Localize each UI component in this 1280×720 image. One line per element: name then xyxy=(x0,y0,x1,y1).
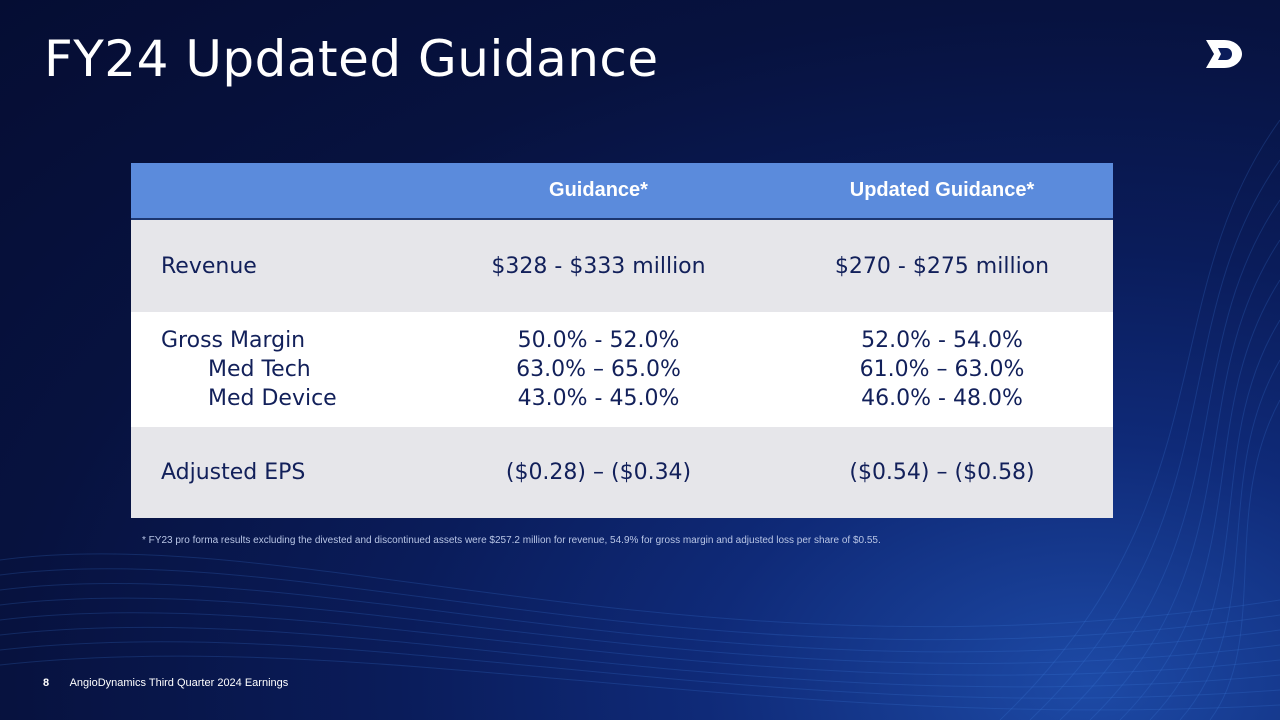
slide-footer: 8 AngioDynamics Third Quarter 2024 Earni… xyxy=(43,677,288,689)
adjusted-eps-label: Adjusted EPS xyxy=(131,427,426,518)
revenue-guidance: $328 - $333 million xyxy=(426,219,771,312)
med-tech-guidance: 63.0% – 65.0% xyxy=(516,357,681,382)
med-device-label: Med Device xyxy=(208,386,337,411)
table-row-gross-margin: Gross Margin Med Tech Med Device 50.0% -… xyxy=(131,312,1113,427)
page-number: 8 xyxy=(43,677,50,689)
gross-margin-guidance-cell: 50.0% - 52.0% 63.0% – 65.0% 43.0% - 45.0… xyxy=(426,312,771,427)
gross-margin-updated-cell: 52.0% - 54.0% 61.0% – 63.0% 46.0% - 48.0… xyxy=(771,312,1113,427)
table-row-adjusted-eps: Adjusted EPS ($0.28) – ($0.34) ($0.54) –… xyxy=(131,427,1113,518)
revenue-updated: $270 - $275 million xyxy=(771,219,1113,312)
header-guidance: Guidance* xyxy=(426,163,771,220)
slide-title: FY24 Updated Guidance xyxy=(44,30,659,88)
med-tech-updated: 61.0% – 63.0% xyxy=(859,357,1025,382)
adjusted-eps-guidance: ($0.28) – ($0.34) xyxy=(426,427,771,518)
angiodynamics-logo-icon xyxy=(1206,40,1242,68)
gross-margin-label: Gross Margin xyxy=(161,328,306,353)
header-updated-guidance: Updated Guidance* xyxy=(771,163,1113,220)
med-device-guidance: 43.0% - 45.0% xyxy=(517,386,680,411)
med-device-updated: 46.0% - 48.0% xyxy=(861,386,1023,411)
header-metric xyxy=(131,163,426,220)
footnote: * FY23 pro forma results excluding the d… xyxy=(142,535,881,546)
adjusted-eps-updated: ($0.54) – ($0.58) xyxy=(771,427,1113,518)
revenue-label: Revenue xyxy=(131,219,426,312)
guidance-table: Guidance* Updated Guidance* Revenue $328… xyxy=(131,163,1113,518)
med-tech-label: Med Tech xyxy=(208,357,311,382)
gross-margin-labels: Gross Margin Med Tech Med Device xyxy=(131,312,426,427)
footer-text: AngioDynamics Third Quarter 2024 Earning… xyxy=(69,677,289,689)
table-row-revenue: Revenue $328 - $333 million $270 - $275 … xyxy=(131,219,1113,312)
gross-margin-guidance: 50.0% - 52.0% xyxy=(517,328,680,353)
gross-margin-updated: 52.0% - 54.0% xyxy=(861,328,1023,353)
table-header-row: Guidance* Updated Guidance* xyxy=(131,163,1113,220)
